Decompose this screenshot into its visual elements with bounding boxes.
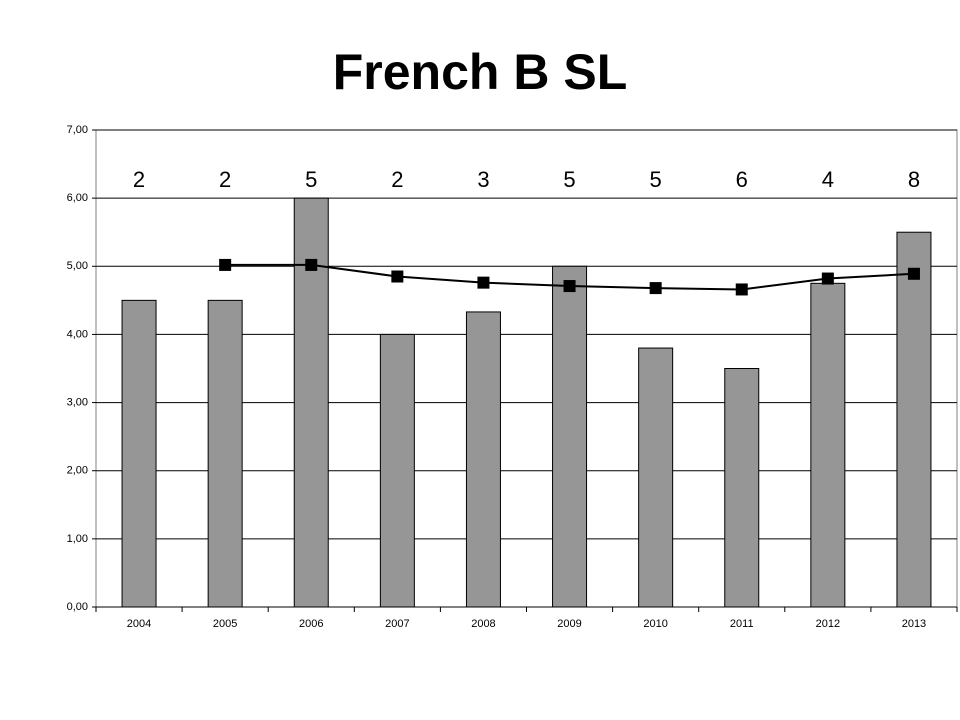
y-tick-label: 3,00 [67, 396, 88, 408]
x-tick-label: 2004 [127, 618, 151, 630]
y-tick-label: 0,00 [67, 601, 88, 613]
x-tick-label: 2008 [471, 618, 495, 630]
x-tick-label: 2010 [643, 618, 667, 630]
marker [477, 276, 490, 289]
annotation: 5 [305, 167, 317, 192]
marker [907, 267, 920, 280]
marker [305, 258, 318, 271]
annotation: 2 [133, 167, 145, 192]
marker [219, 258, 232, 271]
y-tick-label: 1,00 [67, 533, 88, 545]
annotation: 2 [391, 167, 403, 192]
bar [896, 231, 932, 608]
x-tick-label: 2005 [213, 618, 237, 630]
bar [810, 282, 846, 608]
x-tick-label: 2006 [299, 618, 323, 630]
marker [735, 283, 748, 296]
bar [724, 368, 760, 608]
y-tick-label: 5,00 [67, 260, 88, 272]
bar [121, 299, 157, 608]
annotation: 8 [908, 167, 920, 192]
annotation: 6 [736, 167, 748, 192]
marker [391, 270, 404, 283]
marker [821, 272, 834, 285]
bar [207, 299, 243, 608]
annotation: 5 [563, 167, 575, 192]
y-tick-label: 2,00 [67, 465, 88, 477]
bar [379, 333, 415, 608]
x-tick-label: 2011 [730, 618, 754, 630]
bar [552, 265, 588, 608]
x-tick-label: 2009 [557, 618, 581, 630]
marker [649, 282, 662, 295]
y-tick-label: 6,00 [67, 192, 88, 204]
bar [465, 311, 501, 608]
annotation: 5 [650, 167, 662, 192]
x-tick-label: 2012 [816, 618, 840, 630]
x-tick-label: 2013 [902, 618, 926, 630]
y-tick-label: 4,00 [67, 328, 88, 340]
annotation: 2 [219, 167, 231, 192]
bar [638, 347, 674, 608]
chart-title: French B SL [333, 44, 627, 100]
y-tick-label: 7,00 [67, 124, 88, 136]
annotation: 4 [822, 167, 834, 192]
x-tick-label: 2007 [385, 618, 409, 630]
marker [563, 280, 576, 293]
annotation: 3 [477, 167, 489, 192]
